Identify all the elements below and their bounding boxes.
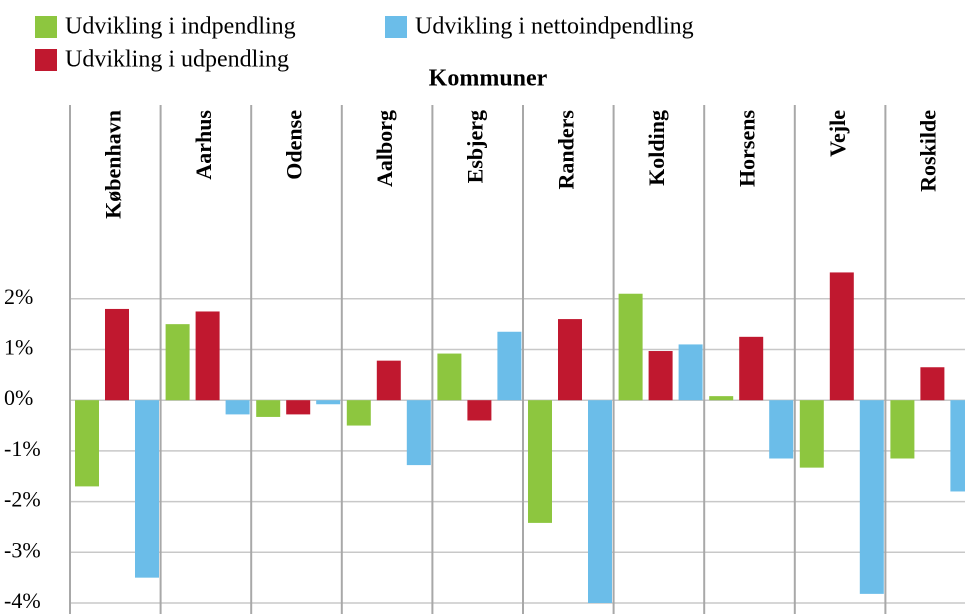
bar bbox=[558, 319, 582, 401]
y-tick-label: 0% bbox=[4, 385, 33, 410]
y-tick-label: 2% bbox=[4, 284, 33, 309]
chart-title: Kommuner bbox=[429, 66, 548, 92]
legend-swatch bbox=[385, 16, 407, 38]
bar bbox=[920, 367, 945, 401]
bar bbox=[497, 331, 522, 401]
legend-label: Udvikling i indpendling bbox=[65, 14, 296, 40]
bar bbox=[528, 400, 552, 523]
bar bbox=[709, 396, 734, 401]
x-tick-label: Odense bbox=[282, 110, 307, 180]
bar bbox=[467, 400, 492, 421]
y-tick-label: -1% bbox=[4, 436, 41, 461]
x-tick-label: Vejle bbox=[825, 110, 850, 157]
legend-label: Udvikling i nettoindpendling bbox=[415, 14, 694, 40]
bar bbox=[165, 324, 190, 401]
x-tick-label: Horsens bbox=[735, 110, 760, 187]
x-tick-label: Randers bbox=[553, 110, 578, 190]
bar bbox=[769, 400, 794, 459]
bar bbox=[950, 400, 965, 492]
legend-swatch bbox=[35, 16, 57, 38]
bar bbox=[346, 400, 371, 426]
bar bbox=[105, 308, 129, 401]
bar bbox=[406, 400, 431, 466]
x-tick-label: Kolding bbox=[644, 110, 669, 186]
bar bbox=[256, 400, 281, 417]
bar bbox=[437, 353, 462, 401]
y-tick-label: -4% bbox=[4, 588, 41, 613]
y-tick-label: -3% bbox=[4, 537, 41, 562]
bar bbox=[316, 400, 341, 405]
bar bbox=[799, 400, 824, 468]
y-tick-label: 1% bbox=[4, 335, 33, 360]
bar bbox=[829, 272, 854, 401]
legend-swatch bbox=[35, 49, 57, 71]
y-tick-label: -2% bbox=[4, 487, 41, 512]
bar bbox=[859, 400, 884, 594]
x-tick-label: København bbox=[100, 110, 125, 219]
bar bbox=[648, 351, 673, 401]
bar bbox=[376, 360, 401, 401]
bar bbox=[75, 400, 99, 487]
x-tick-label: Roskilde bbox=[916, 110, 941, 192]
x-tick-label: Aarhus bbox=[191, 110, 216, 180]
bar bbox=[678, 344, 703, 401]
bar bbox=[739, 336, 764, 401]
bar bbox=[618, 293, 643, 401]
bar bbox=[135, 400, 159, 578]
x-tick-label: Aalborg bbox=[372, 110, 397, 187]
bar bbox=[890, 400, 915, 459]
x-tick-label: Esbjerg bbox=[463, 110, 488, 183]
bar bbox=[195, 311, 220, 401]
legend-label: Udvikling i udpendling bbox=[65, 47, 289, 73]
bar bbox=[286, 400, 311, 415]
bar bbox=[588, 400, 612, 603]
bar bbox=[225, 400, 250, 415]
